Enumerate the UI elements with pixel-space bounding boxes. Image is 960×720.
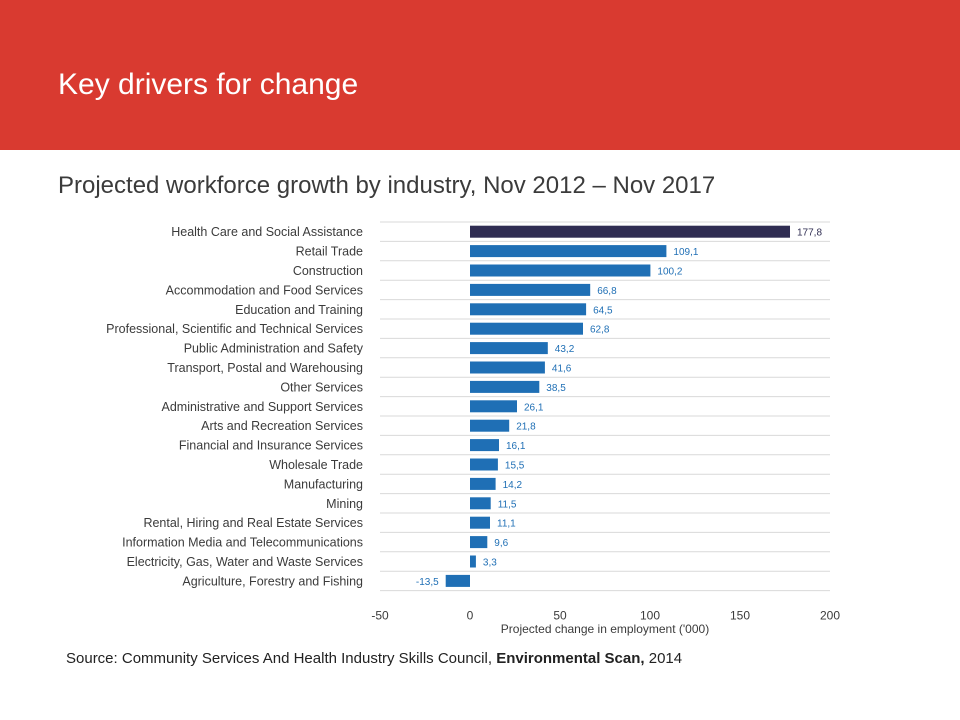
bar [470,458,498,471]
category-label: Electricity, Gas, Water and Waste Servic… [127,555,363,569]
slide-title: Key drivers for change [58,68,359,101]
category-label: Professional, Scientific and Technical S… [106,322,363,336]
value-label: 41,6 [552,364,572,375]
value-label: 64,5 [593,305,613,316]
bar [470,283,591,296]
value-label: 100,2 [657,267,682,278]
category-label: Mining [326,497,363,511]
value-label: 38,5 [546,383,566,394]
x-tick-label: 100 [640,609,660,623]
bar [470,342,548,355]
category-label: Education and Training [235,303,363,317]
category-labels: Health Care and Social Assistance Retail … [106,225,364,588]
value-label: 66,8 [597,286,617,297]
category-label: Administrative and Support Services [162,400,363,414]
bar [470,225,790,238]
x-axis-label: Projected change in employment ('000) [501,622,709,636]
bar [470,380,540,393]
bar [470,361,545,374]
value-label: 14,2 [503,480,523,491]
x-tick-label: 200 [820,609,840,623]
category-label: Retail Trade [296,245,363,259]
bar [470,245,667,258]
category-label: Public Administration and Safety [184,342,364,356]
value-label: 21,8 [516,422,536,433]
bar [470,264,651,277]
x-tick-label: -50 [371,609,389,623]
value-label: 16,1 [506,441,526,452]
value-label: 15,5 [505,461,525,472]
category-label: Accommodation and Food Services [166,283,363,297]
grid-lines [380,221,830,592]
category-label: Information Media and Telecommunications [122,536,363,550]
x-tick-labels: -50 0 50 100 150 200 [371,609,840,623]
source-prefix: Source: Community Services And Health In… [66,650,497,667]
bar [470,536,488,549]
value-label: 43,2 [555,344,575,355]
category-label: Health Care and Social Assistance [171,225,363,239]
category-label: Rental, Hiring and Real Estate Services [143,516,363,530]
value-label: 3,3 [483,558,497,569]
category-label: Transport, Postal and Warehousing [167,361,363,375]
category-label: Agriculture, Forestry and Fishing [182,574,363,588]
bar [470,477,496,490]
source-publication: Environmental Scan, [496,650,645,667]
value-label: 11,5 [498,499,517,510]
value-label: 62,8 [590,325,610,336]
bars [445,225,790,587]
value-label: 26,1 [524,402,544,413]
x-tick-label: 50 [553,609,567,623]
x-tick-label: 0 [467,609,474,623]
bar [470,516,490,529]
value-label: 9,6 [494,538,508,549]
category-label: Arts and Recreation Services [201,419,363,433]
x-tick-label: 150 [730,609,750,623]
category-label: Manufacturing [284,477,363,491]
category-label: Financial and Insurance Services [179,439,363,453]
bar [470,497,491,510]
bar [470,322,583,335]
value-label: 11,1 [497,519,516,530]
bar [445,574,470,587]
source-citation: Source: Community Services And Health In… [66,650,682,667]
header-bar [0,0,960,150]
bar [470,303,587,316]
value-label: 177,8 [797,228,822,239]
bar [470,439,499,452]
value-label: 109,1 [673,247,698,258]
category-label: Other Services [280,380,363,394]
category-label: Construction [293,264,363,278]
value-label: -13,5 [416,577,439,588]
bar [470,555,476,568]
category-label: Wholesale Trade [269,458,363,472]
chart-title: Projected workforce growth by industry, … [58,172,716,199]
value-labels: 177,8109,1100,266,864,562,843,241,638,52… [416,228,823,588]
bar [470,419,510,432]
source-year: 2014 [644,650,683,667]
bar [470,400,517,413]
